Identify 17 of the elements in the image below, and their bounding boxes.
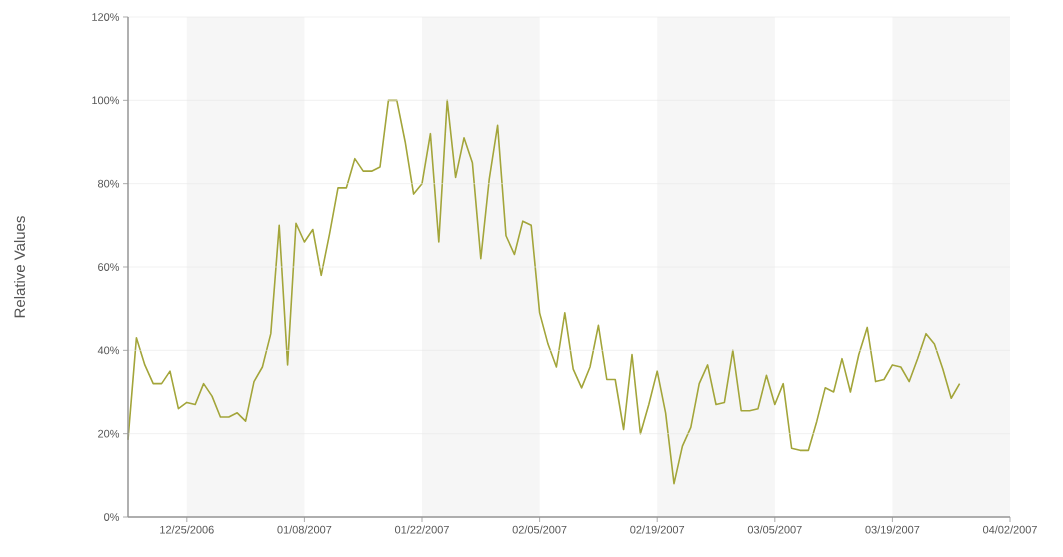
x-tick-label: 02/19/2007 <box>630 525 685 534</box>
x-tick-label: 01/22/2007 <box>395 525 449 534</box>
y-axis-title: Relative Values <box>14 216 25 318</box>
x-tick-label: 01/08/2007 <box>277 525 332 534</box>
y-tick-label: 0% <box>104 513 120 521</box>
line-series <box>127 99 961 485</box>
x-tick-label: 12/25/2006 <box>160 525 214 534</box>
y-tick-label: 100% <box>92 96 120 105</box>
x-tick-label: 04/02/2007 <box>983 525 1037 534</box>
y-tick-label: 20% <box>98 429 120 438</box>
y-tick-label: 60% <box>98 263 120 271</box>
y-tick-label: 40% <box>97 346 120 355</box>
x-tick-label: 03/05/2007 <box>747 525 802 534</box>
y-tick-label: 120% <box>92 13 120 21</box>
x-tick-label: 03/19/2007 <box>865 525 920 534</box>
x-tick-label: 02/05/2007 <box>512 525 567 534</box>
y-tick-label: 80% <box>98 179 120 188</box>
